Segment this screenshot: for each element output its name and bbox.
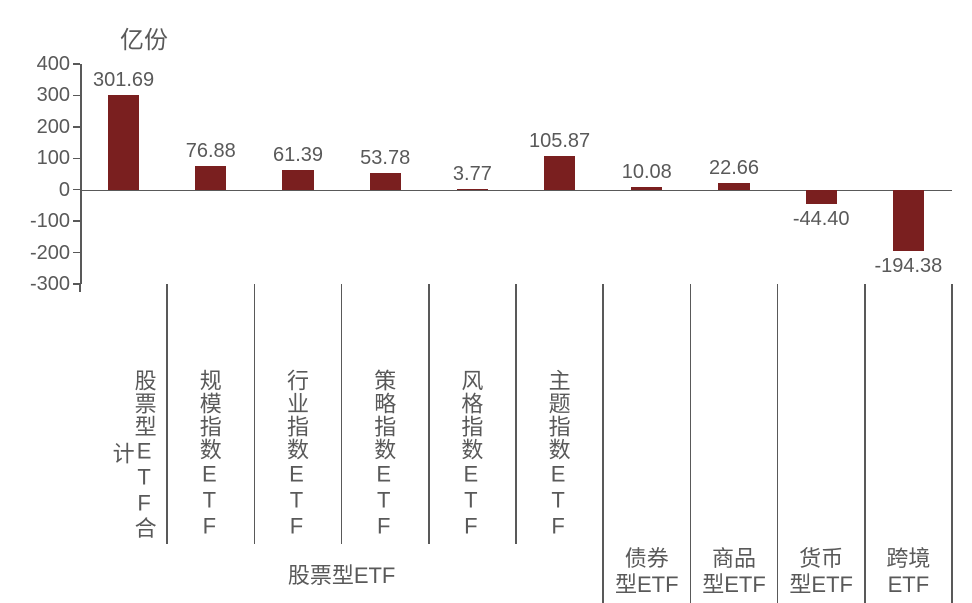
bar-value-label: 53.78	[342, 147, 429, 170]
x-group-label: 货币型ETF	[778, 546, 865, 599]
bar-value-label: 76.88	[167, 140, 254, 163]
x-category-tick	[951, 284, 953, 292]
bar-value-label: 61.39	[254, 144, 341, 167]
y-tick	[73, 126, 80, 128]
plot-area: -300-200-1000100200300400301.69股票型ETF合计7…	[80, 64, 952, 284]
bar-value-label: 10.08	[603, 161, 690, 184]
y-tick-label: 400	[10, 53, 70, 76]
category-divider	[254, 292, 256, 544]
y-tick-label: -200	[10, 242, 70, 265]
y-axis-line	[80, 64, 82, 284]
y-tick-label: 300	[10, 84, 70, 107]
bar	[631, 187, 662, 190]
bar	[718, 183, 749, 190]
x-category-label: 规模指数ETF	[198, 364, 220, 544]
category-divider	[166, 292, 168, 544]
y-tick-label: 100	[10, 147, 70, 170]
bar-value-label: 105.87	[516, 130, 603, 153]
y-tick-label: -300	[10, 273, 70, 296]
category-divider	[428, 292, 430, 544]
y-tick	[73, 95, 80, 97]
category-divider	[515, 292, 517, 544]
x-category-tick	[79, 284, 81, 292]
x-group-label: 商品型ETF	[690, 546, 777, 599]
x-category-label: 主题指数ETF	[547, 364, 569, 544]
bar	[457, 189, 488, 190]
x-category-label: 股票型ETF合计	[111, 364, 155, 544]
x-category-label: 行业指数ETF	[285, 364, 307, 544]
x-category-tick	[254, 284, 256, 292]
bar	[282, 170, 313, 189]
x-category-tick	[864, 284, 866, 292]
y-tick	[73, 220, 80, 222]
x-category-label: 风格指数ETF	[459, 364, 481, 544]
bar-value-label: 3.77	[429, 163, 516, 186]
y-axis-unit-label: 亿份	[120, 20, 168, 55]
y-tick-label: 0	[10, 179, 70, 202]
y-tick	[73, 158, 80, 160]
x-group-label: 债券型ETF	[603, 546, 690, 599]
bar	[370, 173, 401, 190]
x-category-tick	[428, 284, 430, 292]
x-group-label: 股票型ETF	[80, 558, 603, 590]
y-tick	[73, 252, 80, 254]
y-tick	[73, 189, 80, 191]
x-category-tick	[602, 284, 604, 292]
x-category-tick	[777, 284, 779, 292]
bar	[544, 156, 575, 189]
etf-flow-bar-chart: 亿份 -300-200-1000100200300400301.69股票型ETF…	[0, 0, 972, 603]
bar-value-label: -44.40	[778, 208, 865, 231]
x-group-label: 跨境ETF	[865, 546, 952, 599]
category-divider	[341, 292, 343, 544]
bar-value-label: 22.66	[690, 157, 777, 180]
bar	[893, 190, 924, 251]
bar-value-label: -194.38	[865, 255, 952, 278]
x-category-tick	[341, 284, 343, 292]
x-category-label: 策略指数ETF	[372, 364, 394, 544]
bar	[195, 166, 226, 190]
y-tick	[73, 63, 80, 65]
x-category-tick	[690, 284, 692, 292]
y-tick-label: 200	[10, 116, 70, 139]
x-category-tick	[166, 284, 168, 292]
bar-value-label: 301.69	[80, 69, 167, 92]
x-category-tick	[515, 284, 517, 292]
bar	[108, 95, 139, 190]
y-tick-label: -100	[10, 210, 70, 233]
bar	[806, 190, 837, 204]
